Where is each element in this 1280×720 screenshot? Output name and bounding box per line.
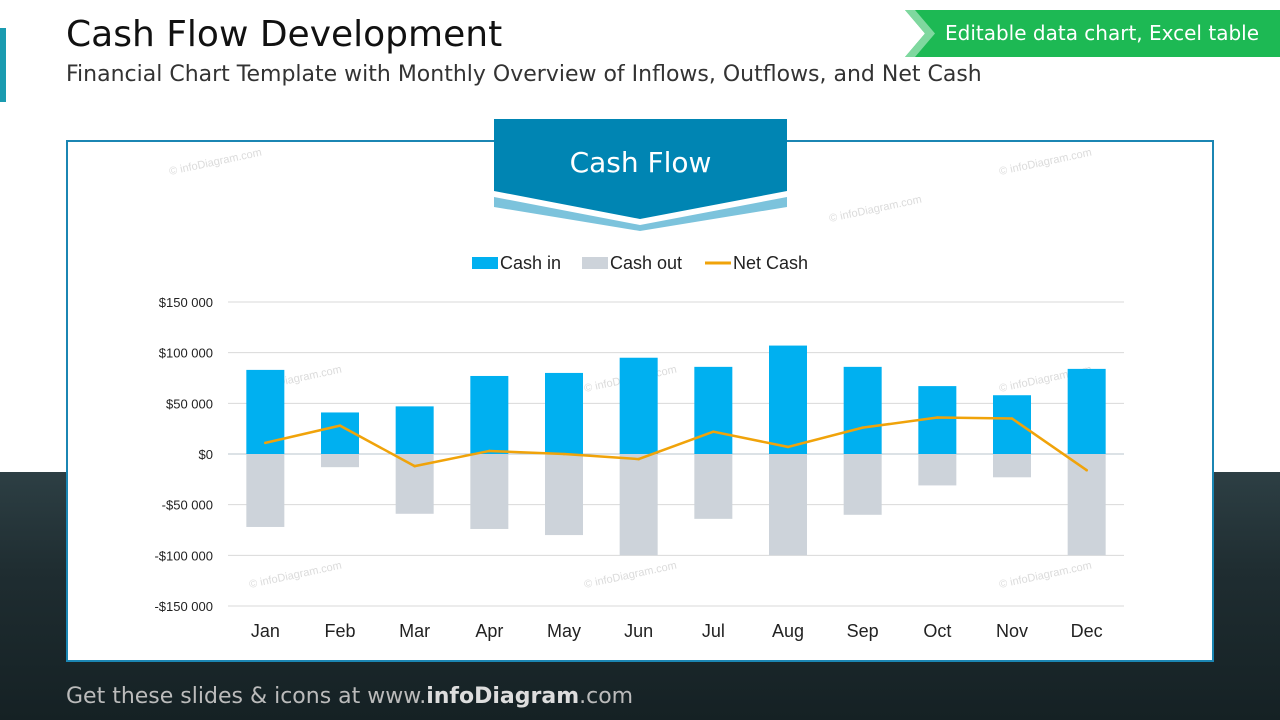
cash-in-bar <box>993 395 1031 454</box>
net-cash-point <box>562 452 566 456</box>
cash-out-bar <box>246 454 285 527</box>
legend-label: Cash out <box>610 253 682 273</box>
watermark: © infoDiagram.com <box>998 147 1093 178</box>
legend-label: Net Cash <box>733 253 808 273</box>
y-tick-label: $50 000 <box>166 396 213 411</box>
watermark: © infoDiagram.com <box>168 147 263 178</box>
net-cash-line <box>265 416 1088 472</box>
net-cash-point <box>936 416 939 419</box>
cash-in-bar <box>769 345 807 454</box>
y-tick-label: -$100 000 <box>154 548 213 563</box>
cash-out-bar <box>321 454 359 468</box>
x-tick-label: Oct <box>923 621 951 641</box>
cash-in-bar <box>1067 368 1106 454</box>
net-cash-point <box>1010 417 1014 420</box>
chart-title-ribbon <box>494 119 787 231</box>
x-tick-label: Feb <box>324 621 355 641</box>
net-cash-point <box>637 457 640 461</box>
footer-prefix: Get these slides & icons at www. <box>66 684 427 709</box>
legend-label: Cash in <box>500 253 561 273</box>
cash-out-bar <box>769 454 807 556</box>
cash-in-bar <box>545 372 583 454</box>
cash-out-bar <box>470 454 509 529</box>
page-title: Cash Flow Development <box>66 14 503 55</box>
net-cash-point <box>861 426 864 429</box>
x-tick-label: May <box>547 621 581 641</box>
cash-in-bar <box>843 366 882 454</box>
cash-in-bar <box>246 369 285 454</box>
footer-suffix: .com <box>579 684 634 709</box>
x-tick-label: Sep <box>847 621 879 641</box>
y-tick-label: -$150 000 <box>154 599 213 614</box>
y-tick-label: $0 <box>199 447 213 462</box>
legend-swatch <box>472 257 498 269</box>
watermark: © infoDiagram.com <box>828 194 923 225</box>
footer-brand: infoDiagram <box>426 684 580 709</box>
x-tick-label: Nov <box>996 621 1028 641</box>
footer-text: Get these slides & icons at www.infoDiag… <box>66 684 633 709</box>
watermark: © infoDiagram.com <box>248 560 343 591</box>
watermark: © infoDiagram.com <box>998 560 1093 591</box>
net-cash-point <box>264 441 267 445</box>
net-cash-point <box>338 424 342 427</box>
cash-in-bar <box>694 366 733 454</box>
x-tick-label: Aug <box>772 621 804 641</box>
chart-title: Cash Flow <box>569 146 712 179</box>
x-tick-label: Mar <box>399 621 430 641</box>
x-tick-label: Jun <box>624 621 653 641</box>
cash-out-bar <box>619 454 658 556</box>
editable-badge: Editable data chart, Excel table <box>905 10 1280 57</box>
cash-out-bar <box>918 454 957 486</box>
x-tick-label: Jul <box>702 621 725 641</box>
y-tick-label: $150 000 <box>159 295 213 310</box>
x-tick-label: Jan <box>251 621 280 641</box>
page-subtitle: Financial Chart Template with Monthly Ov… <box>66 62 982 87</box>
net-cash-point <box>488 449 491 453</box>
cash-out-bar <box>843 454 882 515</box>
title-accent-bar <box>0 28 6 102</box>
cash-out-bar <box>545 454 583 536</box>
net-cash-point <box>786 445 790 449</box>
y-tick-label: -$50 000 <box>162 498 213 513</box>
legend-swatch <box>582 257 608 269</box>
y-tick-label: $100 000 <box>159 346 213 361</box>
cash-in-bar <box>619 357 658 454</box>
cash-out-bar <box>694 454 733 519</box>
net-cash-point <box>1085 468 1088 472</box>
cash-in-bar <box>395 406 434 454</box>
x-tick-label: Dec <box>1071 621 1103 641</box>
net-cash-point <box>712 430 715 434</box>
cash-out-bar <box>993 454 1031 478</box>
cash-in-bar <box>470 375 509 454</box>
watermark: © infoDiagram.com <box>583 560 678 591</box>
x-tick-label: Apr <box>475 621 503 641</box>
net-cash-point <box>413 464 416 468</box>
